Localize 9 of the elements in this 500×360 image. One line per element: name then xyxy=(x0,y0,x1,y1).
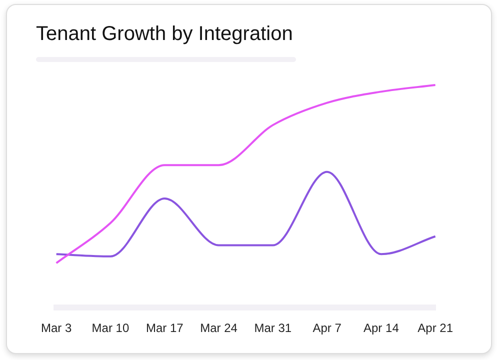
x-tick-label: Mar 31 xyxy=(254,321,292,336)
x-tick-label: Apr 21 xyxy=(418,321,454,336)
x-tick-label: Apr 14 xyxy=(364,321,400,336)
chart-title: Tenant Growth by Integration xyxy=(36,23,293,46)
x-tick-label: Mar 17 xyxy=(146,321,184,336)
x-tick-label: Mar 3 xyxy=(40,321,72,336)
x-tick-label: Mar 24 xyxy=(200,321,238,336)
x-tick-label: Mar 10 xyxy=(92,321,130,336)
x-tick-label: Apr 7 xyxy=(312,321,342,336)
